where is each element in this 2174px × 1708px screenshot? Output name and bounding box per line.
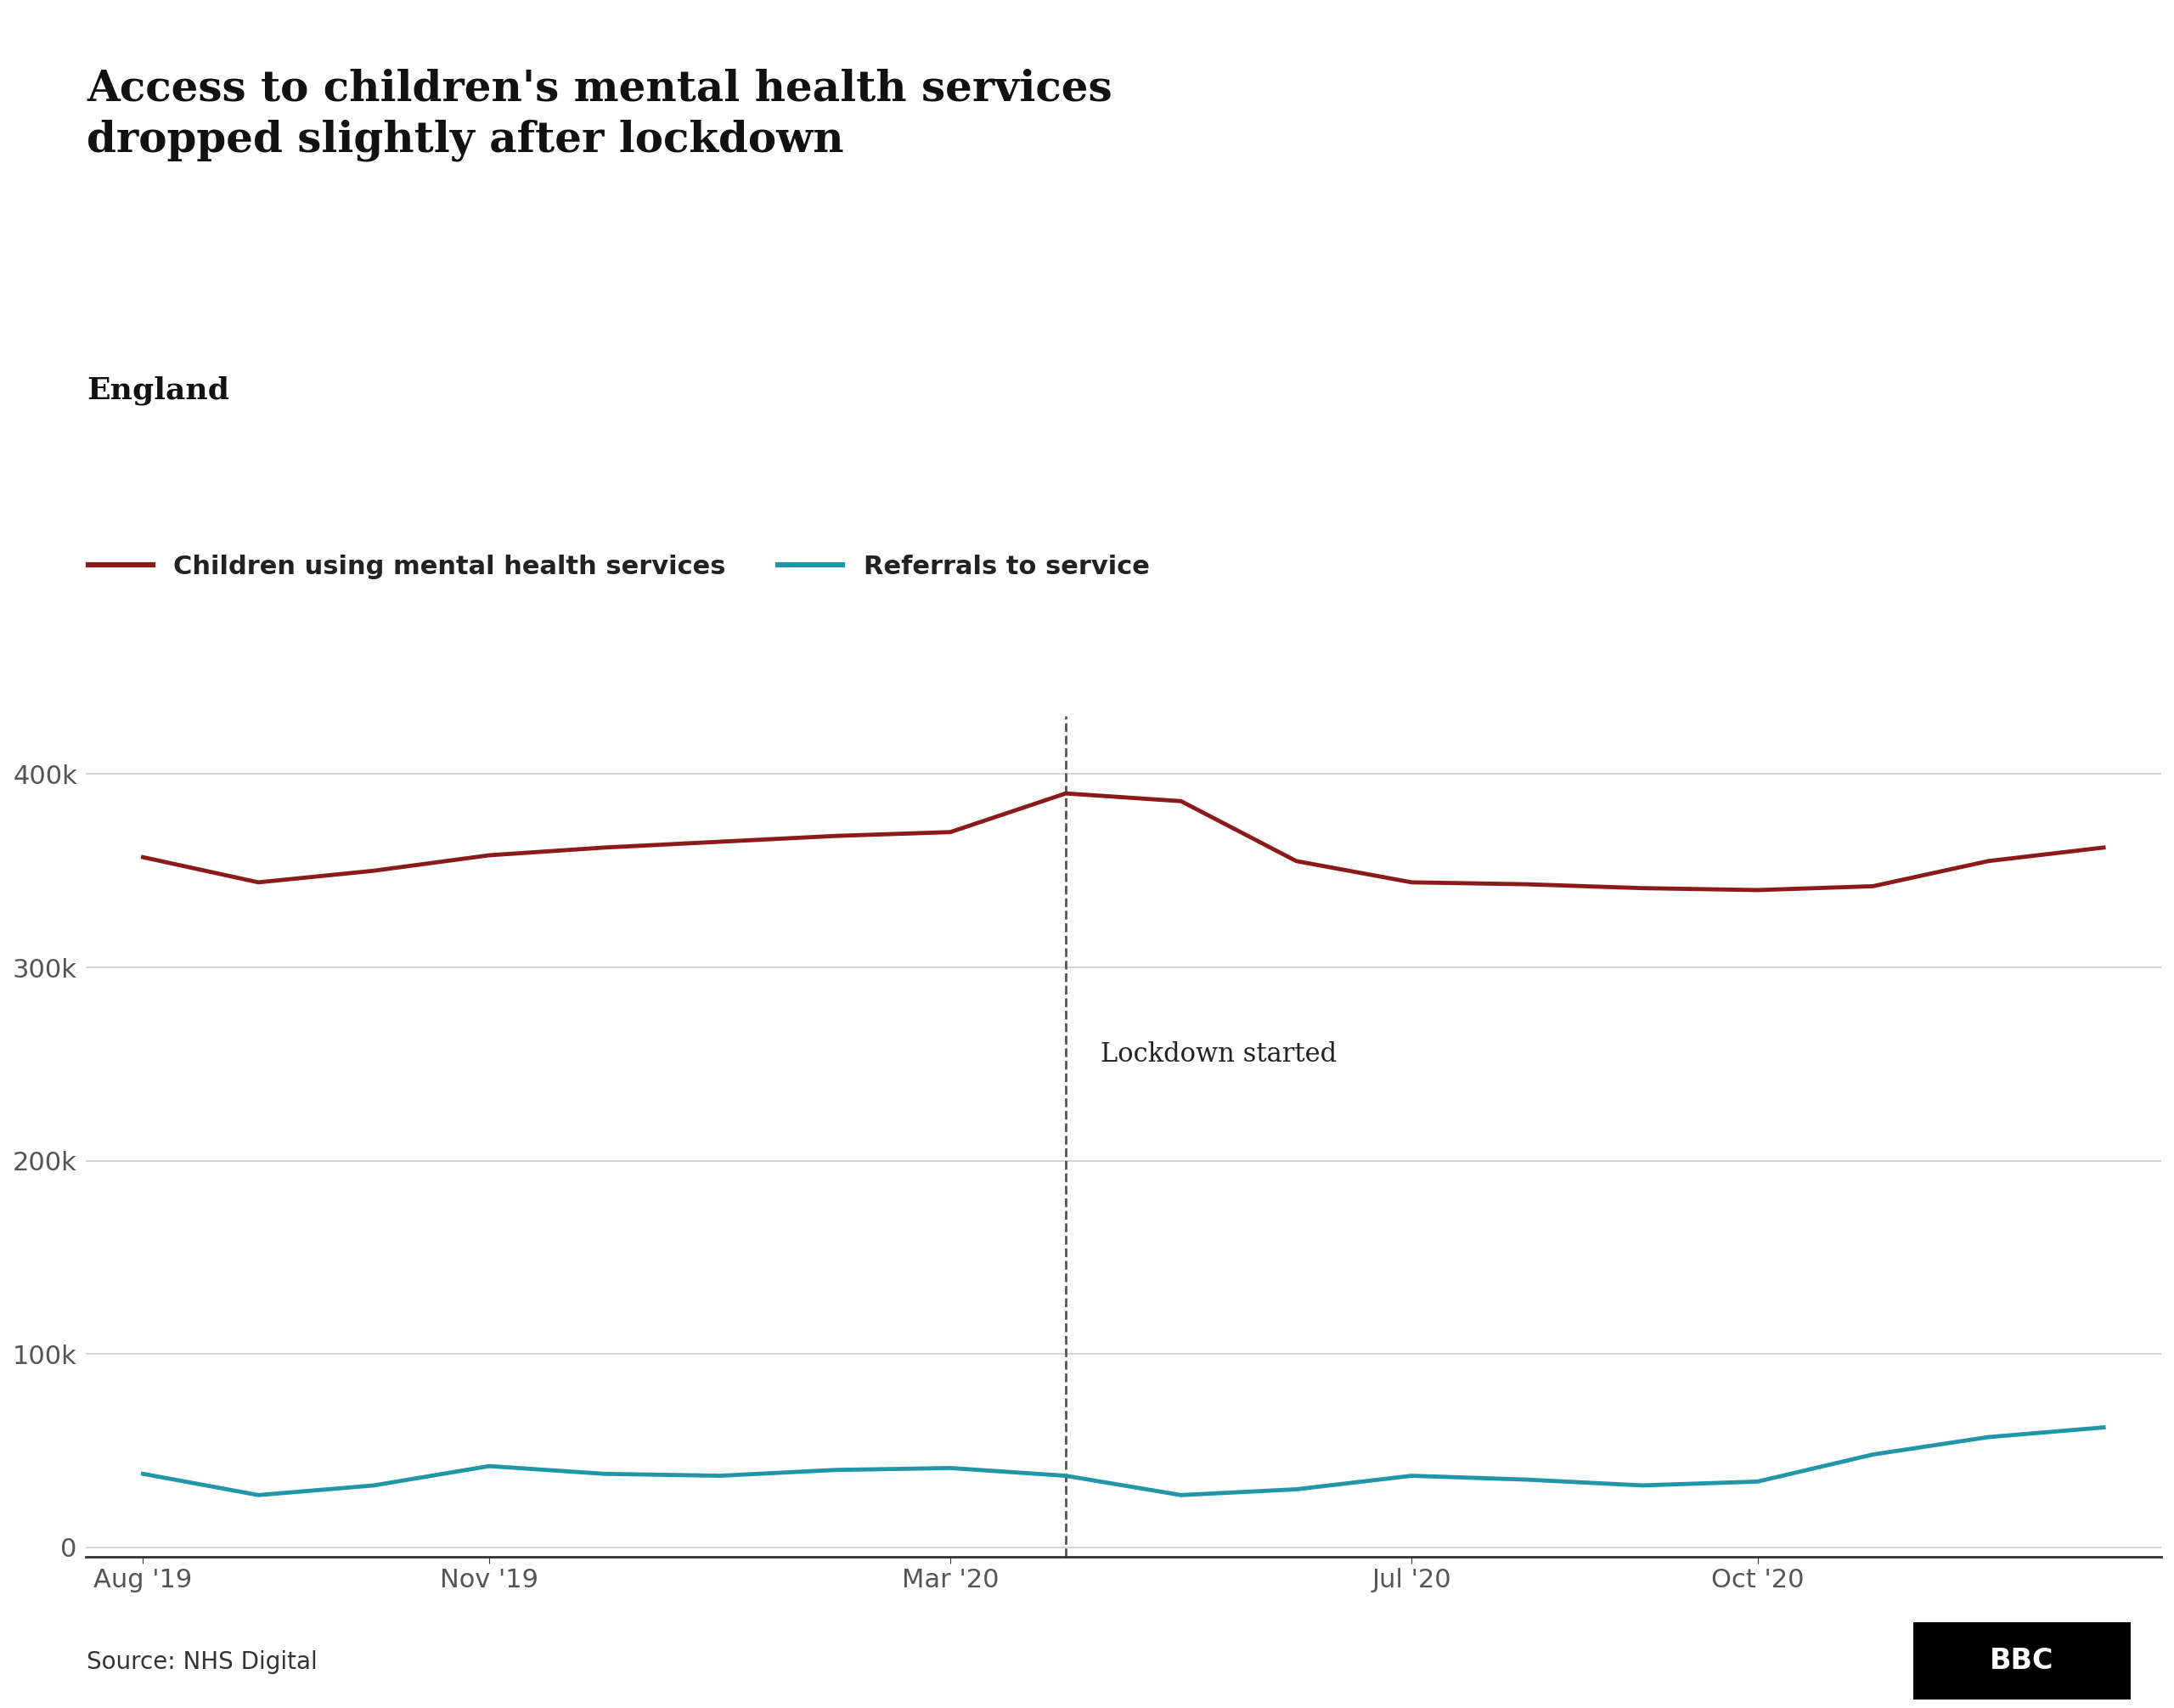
Text: England: England (87, 376, 230, 405)
Text: BBC: BBC (1989, 1647, 2054, 1676)
Text: Source: NHS Digital: Source: NHS Digital (87, 1650, 317, 1674)
Text: Access to children's mental health services
dropped slightly after lockdown: Access to children's mental health servi… (87, 68, 1113, 162)
Text: Lockdown started: Lockdown started (1100, 1042, 1337, 1068)
Legend: Children using mental health services, Referrals to service: Children using mental health services, R… (78, 545, 1161, 589)
